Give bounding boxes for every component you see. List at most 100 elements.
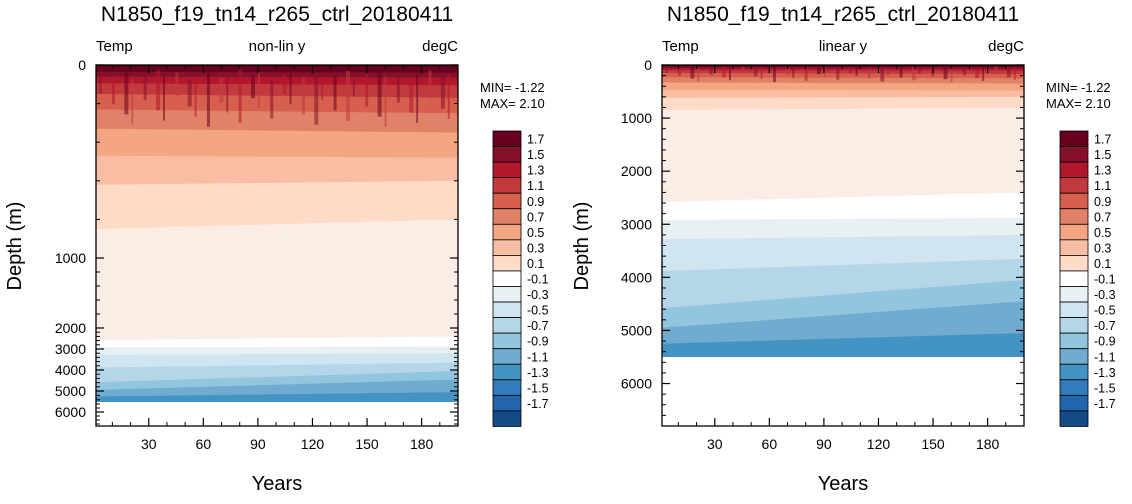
- min-value-label: MIN= -1.22: [1046, 80, 1111, 95]
- variability-streak: [257, 71, 260, 109]
- variability-streak: [943, 66, 948, 80]
- variability-streak: [112, 76, 116, 105]
- x-axis: 30 60 90 120 150 180: [111, 65, 459, 452]
- colorbar-label: 0.7: [1094, 210, 1111, 224]
- y-tick-label: 6000: [55, 404, 86, 420]
- x-axis-label: Years: [252, 473, 302, 495]
- colorbar-label: 0.9: [1094, 195, 1111, 209]
- y-tick-label: 2000: [621, 163, 652, 179]
- variability-streak: [880, 67, 885, 82]
- colorbar-label: 0.7: [527, 210, 544, 224]
- variability-streak: [238, 69, 242, 123]
- y-tick-label: 4000: [621, 269, 652, 285]
- variability-streak: [428, 70, 432, 99]
- y-tick-label: 1000: [621, 110, 652, 126]
- y-tick-label: 1000: [55, 250, 86, 266]
- colorbar-box: [1059, 254, 1089, 272]
- variability-streak: [187, 79, 192, 107]
- variability-streak: [333, 75, 337, 111]
- variability-streak: [836, 68, 840, 80]
- colorbar-box: [1059, 379, 1089, 396]
- variability-streak: [887, 69, 890, 75]
- colorbar-box: [1059, 161, 1089, 179]
- colorbar-label: 0.1: [1094, 257, 1111, 271]
- colorbar-label: 0.9: [527, 195, 544, 209]
- y-tick-label: 5000: [55, 383, 86, 399]
- variable-label: Temp: [662, 38, 699, 55]
- variability-streak: [99, 68, 102, 94]
- y-axis: 0 1000 2000 3000 4000 5000 6000: [55, 57, 458, 425]
- colorbar-label: -0.5: [527, 304, 549, 318]
- variability-streak: [384, 76, 387, 127]
- variability-streak: [911, 66, 916, 81]
- y-tick-label: 0: [78, 57, 86, 73]
- variability-streak: [982, 67, 985, 81]
- variability-streak: [1013, 67, 1016, 80]
- colorbar-box: [1059, 239, 1089, 256]
- variability-streak: [690, 66, 695, 79]
- variability-streak: [753, 69, 758, 77]
- colorbar-label: -0.3: [527, 288, 549, 302]
- colorbar-box: [1059, 363, 1089, 381]
- colorbar-label: 1.7: [1094, 133, 1111, 147]
- colorbar-box: [1059, 270, 1089, 287]
- colorbar-label: 1.5: [527, 148, 544, 162]
- colorbar-label: -0.1: [527, 273, 549, 287]
- panel-nonlinear: N1850_f19_tn14_r265_ctrl_20180411 Temp n…: [4, 3, 549, 495]
- y-tick-label: 3000: [621, 216, 652, 232]
- variability-streak: [918, 68, 921, 74]
- colorbar-label: 0.5: [527, 226, 544, 240]
- x-tick-label: 180: [976, 436, 1000, 452]
- colorbar-box: [492, 223, 522, 241]
- axis-scale-label: non-lin y: [249, 38, 306, 55]
- variability-streak: [665, 66, 668, 73]
- colorbar-label: 1.3: [527, 164, 544, 178]
- colorbar-box: [1059, 146, 1089, 163]
- colorbar-box: [492, 254, 522, 272]
- variability-streak: [143, 74, 147, 101]
- y-tick-label: 2000: [55, 320, 86, 336]
- colorbar-box: [1059, 317, 1089, 334]
- variability-streak: [289, 70, 292, 105]
- colorbar-label: -0.5: [1094, 304, 1116, 318]
- colorbar-box: [492, 177, 522, 194]
- variability-streak: [440, 77, 445, 109]
- variability-streak: [175, 72, 179, 97]
- variability-streak: [1006, 68, 1011, 77]
- variability-streak: [447, 72, 450, 119]
- variability-streak: [899, 67, 903, 78]
- max-value-label: MAX= 2.10: [480, 96, 545, 111]
- variability-streak: [823, 66, 826, 77]
- max-value-label: MAX= 2.10: [1046, 96, 1111, 111]
- colorbar-label: -0.1: [1094, 273, 1116, 287]
- colorbar-label: -1.5: [1094, 381, 1116, 395]
- variability-streak: [226, 73, 229, 113]
- panel-title: N1850_f19_tn14_r265_ctrl_20180411: [667, 3, 1019, 26]
- plot-frame: [95, 64, 459, 427]
- variability-streak: [785, 68, 790, 76]
- colorbar-box: [492, 394, 522, 412]
- y-tick-label: 3000: [55, 341, 86, 357]
- variability-streak: [301, 77, 305, 115]
- variability-streak: [206, 70, 210, 127]
- colorbar-label: 1.3: [1094, 164, 1111, 178]
- variability-streak: [124, 71, 129, 115]
- variability-streak: [162, 76, 165, 121]
- colorbar-label: -1.1: [1094, 350, 1116, 364]
- variability-streak: [396, 71, 400, 103]
- x-tick-label: 90: [816, 436, 832, 452]
- variability-streak: [697, 68, 700, 82]
- colorbar-box: [492, 161, 522, 179]
- variability-streak: [741, 67, 745, 74]
- y-axis-label: Depth (m): [571, 202, 593, 291]
- colorbar-label: 1.1: [527, 179, 544, 193]
- variability-streak: [867, 68, 871, 79]
- y-tick-label: 5000: [621, 322, 652, 338]
- colorbar-label: -1.5: [527, 381, 549, 395]
- x-tick-label: 60: [196, 436, 212, 452]
- colorbar-box: [1059, 177, 1089, 194]
- x-tick-label: 60: [762, 436, 778, 452]
- colorbar-box: [492, 348, 522, 365]
